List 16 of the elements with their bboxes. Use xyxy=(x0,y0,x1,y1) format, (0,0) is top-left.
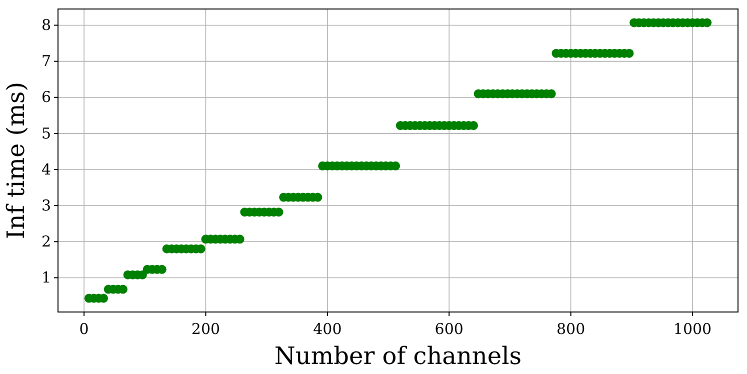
x-axis-title: Number of channels xyxy=(274,342,522,370)
y-tick-label: 8 xyxy=(41,16,51,34)
y-tick-label: 6 xyxy=(41,88,51,106)
x-tick-label: 800 xyxy=(556,320,586,338)
y-tick-label: 7 xyxy=(41,52,51,70)
x-tick-label: 1000 xyxy=(673,320,712,338)
y-tick-label: 3 xyxy=(41,196,51,214)
x-tick-label: 600 xyxy=(434,320,464,338)
y-tick-label: 2 xyxy=(41,232,51,250)
x-tick-label: 200 xyxy=(191,320,220,338)
x-tick-label: 0 xyxy=(79,320,89,338)
x-tick-label: 400 xyxy=(313,320,342,338)
y-tick-label: 4 xyxy=(41,160,51,178)
y-tick-label: 5 xyxy=(41,124,51,142)
y-tick-label: 1 xyxy=(41,268,51,287)
y-axis-title: Inf time (ms) xyxy=(2,82,30,240)
